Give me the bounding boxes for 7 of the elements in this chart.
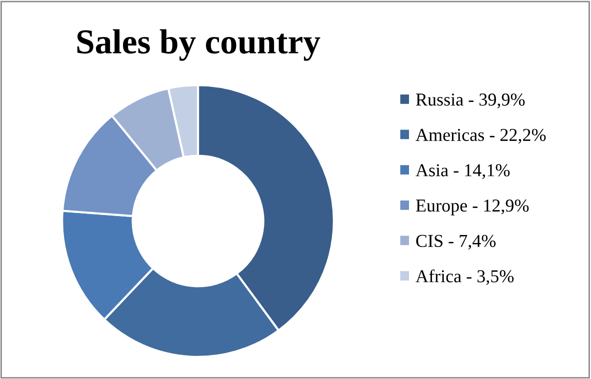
legend-label: Asia - 14,1%: [416, 164, 510, 179]
legend-label: CIS - 7,4%: [416, 234, 496, 250]
legend-label: Americas - 22,2%: [416, 128, 546, 144]
legend-label: Russia - 39,9%: [416, 94, 525, 108]
legend-label: Africa - 3,5%: [416, 269, 514, 285]
legend-label: Europe - 12,9%: [416, 200, 529, 216]
chart-title: Sales by country: [77, 29, 320, 61]
